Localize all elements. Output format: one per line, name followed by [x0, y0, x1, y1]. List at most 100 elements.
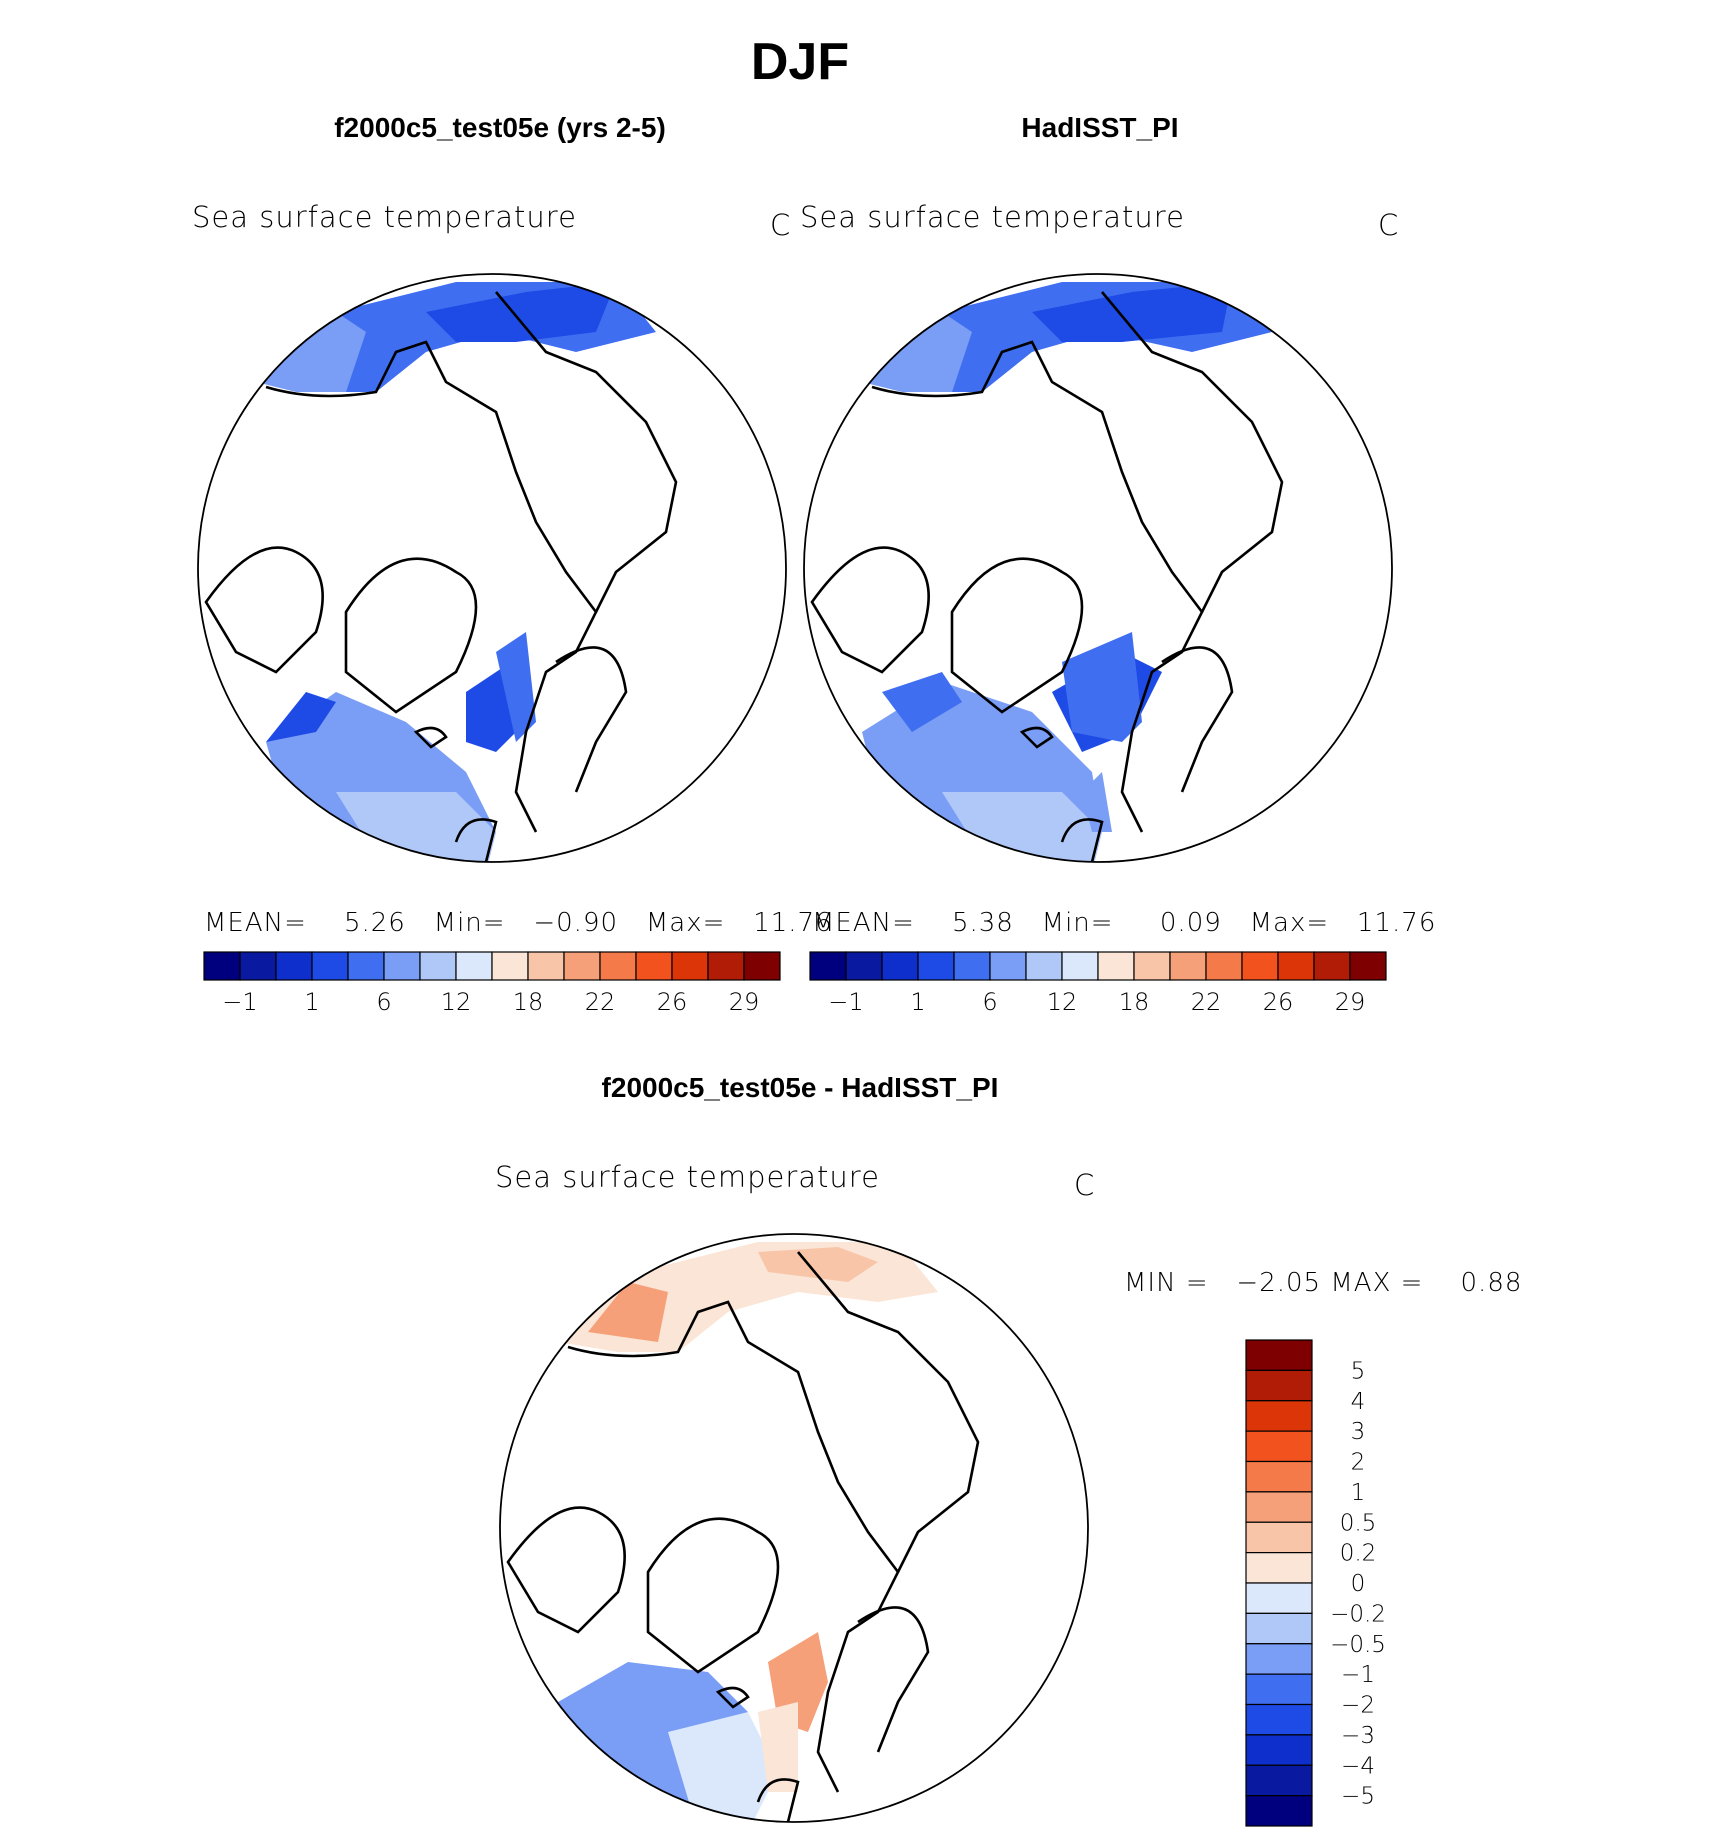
panel-1-colorbar-label: 26 [657, 988, 688, 1016]
panel-2-colorbar-swatch [1025, 951, 1063, 981]
panel-1-colorbar-label: 29 [729, 988, 760, 1016]
diff-colorbar-swatch [1245, 1460, 1313, 1493]
panel-1-colorbar-swatch [527, 951, 565, 981]
diff-colorbar-label: 0 [1351, 1571, 1366, 1597]
panel-1-colorbar-swatch [383, 951, 421, 981]
panel-1-colorbar-swatch [455, 951, 493, 981]
panel-1-colorbar-swatch [275, 951, 313, 981]
panel-1-stats: MEAN= 5.26 Min= −0.90 Max= 11.76 [204, 908, 833, 938]
diff-colorbar-swatch [1245, 1764, 1313, 1797]
diff-colorbar-swatch [1245, 1369, 1313, 1402]
diff-colorbar-swatch [1245, 1521, 1313, 1554]
page-title: DJF [750, 33, 850, 91]
panel-1-colorbar-swatch [419, 951, 457, 981]
panel-2-map-boundary [803, 273, 1393, 863]
panel-2-coastlines [810, 291, 1284, 863]
panel-1-colorbar: −1 1 6 12 18 22 26 29 [203, 951, 781, 1016]
diff-colorbar-label: −2 [1341, 1693, 1375, 1719]
diff-colorbar-swatch [1245, 1643, 1313, 1675]
panel-2-colorbar-swatch [1241, 951, 1279, 981]
diff-stats: MIN = −2.05 MAX = 0.88 [1124, 1268, 1523, 1298]
panel-1-colorbar-swatch [203, 951, 241, 981]
panel-1-colorbar-swatch [311, 951, 349, 981]
panel-1-colorbar-swatch [347, 951, 385, 981]
panel-2-colorbar-label: 22 [1191, 988, 1222, 1016]
diff-colorbar-swatch [1245, 1795, 1313, 1827]
diff-colorbar-label: 3 [1351, 1419, 1366, 1445]
panel-1-colorbar-label: 22 [585, 988, 616, 1016]
diff-colorbar-label: −1 [1341, 1662, 1375, 1688]
diff-map [499, 1233, 1089, 1823]
panel-2-colorbar-swatch [1061, 951, 1099, 981]
panel-2-colorbar-label: 12 [1047, 988, 1078, 1016]
panel-1-title: f2000c5_test05e (yrs 2-5) [334, 112, 666, 143]
panel-2-colorbar-label: 29 [1335, 988, 1366, 1016]
diff-colorbar-swatch [1245, 1582, 1313, 1614]
panel-1-colorbar-swatch [239, 951, 277, 981]
diff-colorbar-swatch [1245, 1491, 1313, 1523]
panel-1-colorbar-swatch [563, 951, 601, 981]
panel-1-colorbar-swatch [635, 951, 673, 981]
diff-units: C [1074, 1168, 1096, 1202]
diff-colorbar: 5 4 3 2 1 0.5 0.2 0 −0.2 −0.5 −1 −2 −3 −4 −5 [1245, 1339, 1386, 1827]
diff-colorbar-label: 2 [1351, 1450, 1366, 1476]
panel-1-colorbar-label: 12 [441, 988, 472, 1016]
panel-2-units: C [1378, 208, 1400, 242]
panel-2-colorbar-swatch [1097, 951, 1135, 981]
diff-colorbar-label: −4 [1341, 1753, 1375, 1779]
panel-1-colorbar-swatch [599, 951, 637, 981]
panel-2-colorbar-swatch [1205, 951, 1243, 981]
panel-1-map-boundary [197, 273, 787, 863]
diff-coastlines [506, 1251, 980, 1823]
panel-2-title: HadISST_PI [1021, 112, 1179, 143]
diff-colorbar-label: 0.5 [1340, 1510, 1377, 1536]
diff-colorbar-label: −0.2 [1330, 1601, 1386, 1627]
diff-colorbar-swatch [1245, 1400, 1313, 1432]
panel-2-colorbar-swatch [1313, 951, 1351, 981]
panel-2-stats: MEAN= 5.38 Min= 0.09 Max= 11.76 [812, 908, 1437, 938]
panel-2-colorbar: −1 1 6 12 18 22 26 29 [809, 951, 1387, 1016]
diff-colorbar-swatch [1245, 1552, 1313, 1584]
diff-colorbar-label: 1 [1351, 1480, 1366, 1506]
panel-1-sst-field [256, 282, 656, 862]
panel-2-colorbar-swatch [989, 951, 1027, 981]
panel-1-colorbar-label: −1 [222, 988, 257, 1016]
panel-2-colorbar-swatch [809, 951, 847, 981]
panel-2-colorbar-swatch [1277, 951, 1315, 981]
diff-colorbar-swatch [1245, 1430, 1313, 1463]
panel-2-colorbar-swatch [1133, 951, 1171, 981]
panel-2-colorbar-label: 18 [1119, 988, 1150, 1016]
diff-colorbar-label: −3 [1341, 1723, 1375, 1749]
diff-colorbar-label: 5 [1351, 1358, 1366, 1384]
diff-colorbar-label: −5 [1341, 1784, 1375, 1810]
panel-2-colorbar-swatch [845, 951, 883, 981]
diff-colorbar-label: −0.5 [1330, 1632, 1386, 1658]
panel-1-colorbar-label: 6 [376, 988, 391, 1016]
panel-1-colorbar-label: 18 [513, 988, 544, 1016]
diff-map-boundary [499, 1233, 1089, 1823]
panel-2-colorbar-swatch [917, 951, 955, 981]
panel-1-variable: Sea surface temperature [192, 200, 577, 234]
panel-2-colorbar-label: 1 [910, 988, 925, 1016]
panel-1-colorbar-swatch [491, 951, 529, 981]
panel-1-colorbar-swatch [743, 951, 781, 981]
diff-colorbar-swatch [1245, 1612, 1313, 1645]
panel-2-colorbar-label: 26 [1263, 988, 1294, 1016]
panel-1-colorbar-label: 1 [304, 988, 319, 1016]
panel-1-colorbar-swatch [671, 951, 709, 981]
panel-2-colorbar-swatch [1169, 951, 1207, 981]
diff-colorbar-swatch [1245, 1734, 1313, 1766]
diff-colorbar-swatch [1245, 1673, 1313, 1706]
diff-colorbar-label: 0.2 [1340, 1541, 1377, 1567]
diff-sst-field [558, 1242, 938, 1822]
panel-2-sst-field [862, 282, 1272, 862]
panel-1-colorbar-swatch [707, 951, 745, 981]
diff-colorbar-swatch [1245, 1339, 1313, 1371]
panel-2-map [803, 273, 1393, 863]
panel-2-colorbar-label: −1 [828, 988, 863, 1016]
panel-1-coastlines [204, 291, 678, 863]
panel-2-colorbar-swatch [1349, 951, 1387, 981]
diff-variable: Sea surface temperature [495, 1160, 880, 1194]
panel-2-colorbar-label: 6 [982, 988, 997, 1016]
diff-colorbar-swatch [1245, 1703, 1313, 1736]
